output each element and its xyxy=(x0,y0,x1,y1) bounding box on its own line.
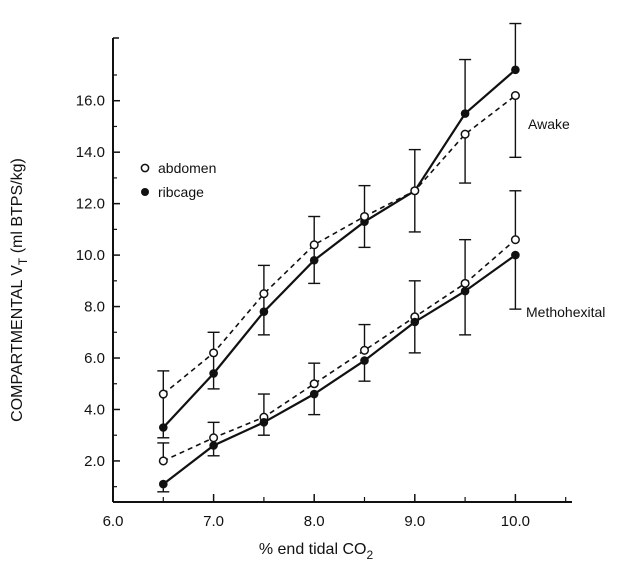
y-tick-label: 2.0 xyxy=(84,453,105,470)
y-axis-title: COMPARTMENTAL VT (ml BTPS/kg) xyxy=(9,158,30,422)
data-point-open xyxy=(359,211,370,222)
data-point-filled xyxy=(410,317,420,327)
y-tick-label: 10.0 xyxy=(76,247,105,264)
data-point-filled xyxy=(460,109,470,118)
data-point-open xyxy=(259,289,269,299)
data-point-open xyxy=(460,129,470,139)
data-series xyxy=(157,22,522,493)
series-methohexital-abdomen xyxy=(157,190,522,466)
series-line xyxy=(162,254,517,485)
legend: abdomen ribcage xyxy=(140,160,216,200)
series-awake-abdomen xyxy=(157,91,522,439)
y-tick-label: 6.0 xyxy=(84,350,105,367)
tick-marks: 6.0 7.0 8.0 9.0 10.0 2.0 4.0 6.0 8.0 10.0 12.0 14.0… xyxy=(76,37,567,530)
x-tick-label: 6.0 xyxy=(103,513,124,530)
legend-open-circle-marker xyxy=(140,163,150,173)
data-point-open xyxy=(410,186,420,196)
data-point-open xyxy=(309,240,319,250)
data-point-open xyxy=(359,345,370,355)
x-axis-title-subscript: 2 xyxy=(366,548,373,562)
series-line xyxy=(162,239,516,462)
y-axis-title-units: (ml BTPS/kg) xyxy=(9,158,26,258)
annotation-awake: Awake xyxy=(528,116,570,132)
axes xyxy=(112,38,572,503)
x-axis-title: % end tidal CO2 xyxy=(259,541,374,562)
series-line xyxy=(162,68,517,429)
data-point-open xyxy=(460,278,470,288)
y-tick-label: 4.0 xyxy=(84,401,105,418)
series-line xyxy=(162,94,516,395)
data-point-open xyxy=(209,348,219,358)
y-tick-label: 12.0 xyxy=(76,196,105,213)
x-tick-label: 10.0 xyxy=(501,513,530,530)
x-tick-label: 8.0 xyxy=(304,513,325,530)
data-point-filled xyxy=(460,286,470,296)
legend-label-ribcage: ribcage xyxy=(158,184,204,200)
legend-label-abdomen: abdomen xyxy=(158,160,216,176)
data-point-filled xyxy=(309,389,319,399)
y-axis-title-subscript: T xyxy=(16,257,30,265)
legend-filled-circle-marker xyxy=(141,188,149,196)
data-point-open xyxy=(510,235,520,245)
data-point-open xyxy=(510,91,520,101)
data-point-filled xyxy=(259,418,269,427)
y-tick-label: 14.0 xyxy=(76,144,105,161)
data-point-filled xyxy=(209,441,218,450)
data-point-open xyxy=(309,379,319,389)
data-point-filled xyxy=(309,255,319,265)
series-methohexital-ribcage xyxy=(157,250,522,493)
data-point-filled xyxy=(511,65,520,75)
y-tick-label: 8.0 xyxy=(84,299,105,316)
data-point-open xyxy=(158,389,168,399)
x-tick-label: 7.0 xyxy=(203,513,224,530)
data-point-filled xyxy=(360,356,369,365)
data-point-open xyxy=(158,456,168,466)
data-point-filled xyxy=(159,479,168,489)
x-tick-label: 9.0 xyxy=(404,513,425,530)
data-point-open xyxy=(209,433,219,443)
y-tick-label: 16.0 xyxy=(76,93,105,110)
data-point-filled xyxy=(511,250,520,260)
annotation-methohexital: Methohexital xyxy=(526,304,605,320)
